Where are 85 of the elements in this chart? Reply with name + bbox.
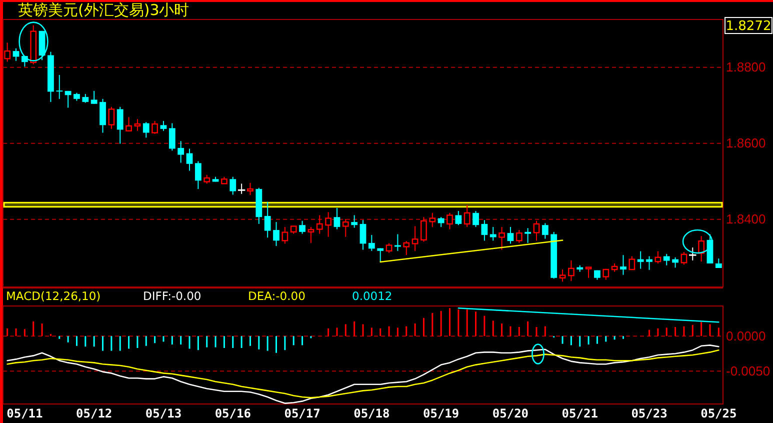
candlestick: [472, 210, 479, 228]
candlestick: [663, 253, 670, 266]
x-tick-label: 05/12: [76, 406, 112, 421]
candlestick: [524, 228, 532, 244]
candlestick: [438, 216, 444, 228]
candlestick: [282, 226, 288, 244]
candlestick: [116, 106, 124, 144]
y-tick-label: 1.8400: [726, 212, 766, 227]
candlestick: [186, 148, 193, 172]
candlestick: [490, 226, 496, 242]
candlestick: [247, 182, 254, 196]
candlestick: [559, 269, 566, 282]
x-tick-label: 05/13: [145, 406, 182, 421]
candlestick: [628, 256, 636, 270]
candlestick: [12, 48, 20, 62]
candlestick: [194, 160, 202, 190]
candlestick: [100, 98, 106, 134]
text: DIFF:-0.00: [143, 289, 202, 303]
candlestick: [481, 220, 488, 242]
candlestick: [90, 90, 98, 104]
candlestick: [516, 230, 522, 244]
candlestick: [160, 120, 167, 132]
x-tick-label: 05/23: [631, 406, 668, 421]
y-tick-label: 1.8800: [726, 60, 766, 75]
text: 0.0012: [352, 289, 392, 303]
candlestick: [142, 122, 150, 138]
candlestick: [637, 250, 644, 270]
y-tick-label: -0.0050: [726, 363, 770, 378]
candlestick: [126, 116, 132, 132]
candlestick: [360, 220, 366, 250]
candlestick: [308, 226, 314, 244]
candlestick: [4, 42, 11, 62]
candlestick: [168, 122, 176, 152]
candlestick: [264, 201, 271, 238]
chart-title: 英镑美元(外汇交易)3小时: [18, 1, 190, 19]
x-tick-label: 05/25: [700, 406, 737, 421]
candlestick: [498, 226, 505, 250]
candlestick: [507, 226, 514, 244]
candlestick: [533, 220, 540, 242]
candlestick: [351, 214, 358, 228]
y-tick-label: 0.0000: [726, 328, 766, 344]
candlestick: [420, 216, 427, 242]
candlestick: [403, 240, 410, 256]
x-tick-label: 05/21: [562, 406, 598, 421]
candlestick: [299, 220, 306, 234]
candlestick: [273, 222, 280, 246]
candlestick: [178, 140, 184, 164]
candlestick: [680, 252, 688, 266]
candlestick: [64, 90, 72, 108]
x-tick-label: 05/17: [284, 406, 320, 421]
text: DEA:-0.00: [248, 289, 306, 303]
candlestick: [230, 176, 236, 196]
candlestick: [455, 210, 462, 226]
x-tick-label: 05/18: [354, 406, 390, 421]
candlestick: [134, 118, 141, 132]
y-tick-label: 1.8600: [726, 136, 766, 151]
candlestick: [412, 226, 418, 252]
candlestick: [377, 248, 384, 262]
candlestick: [334, 207, 340, 230]
candlestick: [429, 212, 436, 228]
candlestick: [108, 106, 115, 130]
text: 1.8272: [726, 19, 772, 34]
candlestick: [394, 234, 401, 252]
x-tick-label: 05/19: [423, 406, 460, 421]
candlestick: [585, 266, 592, 278]
candlestick: [646, 256, 652, 270]
candlestick: [325, 212, 332, 238]
x-tick-label: 05/16: [214, 406, 251, 421]
candlestick: [698, 236, 705, 262]
x-tick-label: 05/11: [6, 406, 43, 421]
candlestick: [386, 242, 392, 254]
candlestick: [446, 212, 453, 230]
line-series: [6, 344, 720, 404]
chart-title: MACD(12,26,10): [6, 289, 101, 303]
candlestick: [542, 222, 548, 240]
candlestick: [152, 120, 158, 134]
candlestick: [316, 214, 323, 234]
x-tick-label: 05/20: [492, 406, 529, 421]
candlestick: [368, 234, 375, 252]
candlestick: [568, 260, 574, 282]
candlestick: [654, 250, 662, 264]
candlestick: [342, 218, 349, 238]
candlestick: [56, 74, 63, 100]
candlestick: [464, 204, 470, 228]
candlestick: [620, 254, 626, 276]
